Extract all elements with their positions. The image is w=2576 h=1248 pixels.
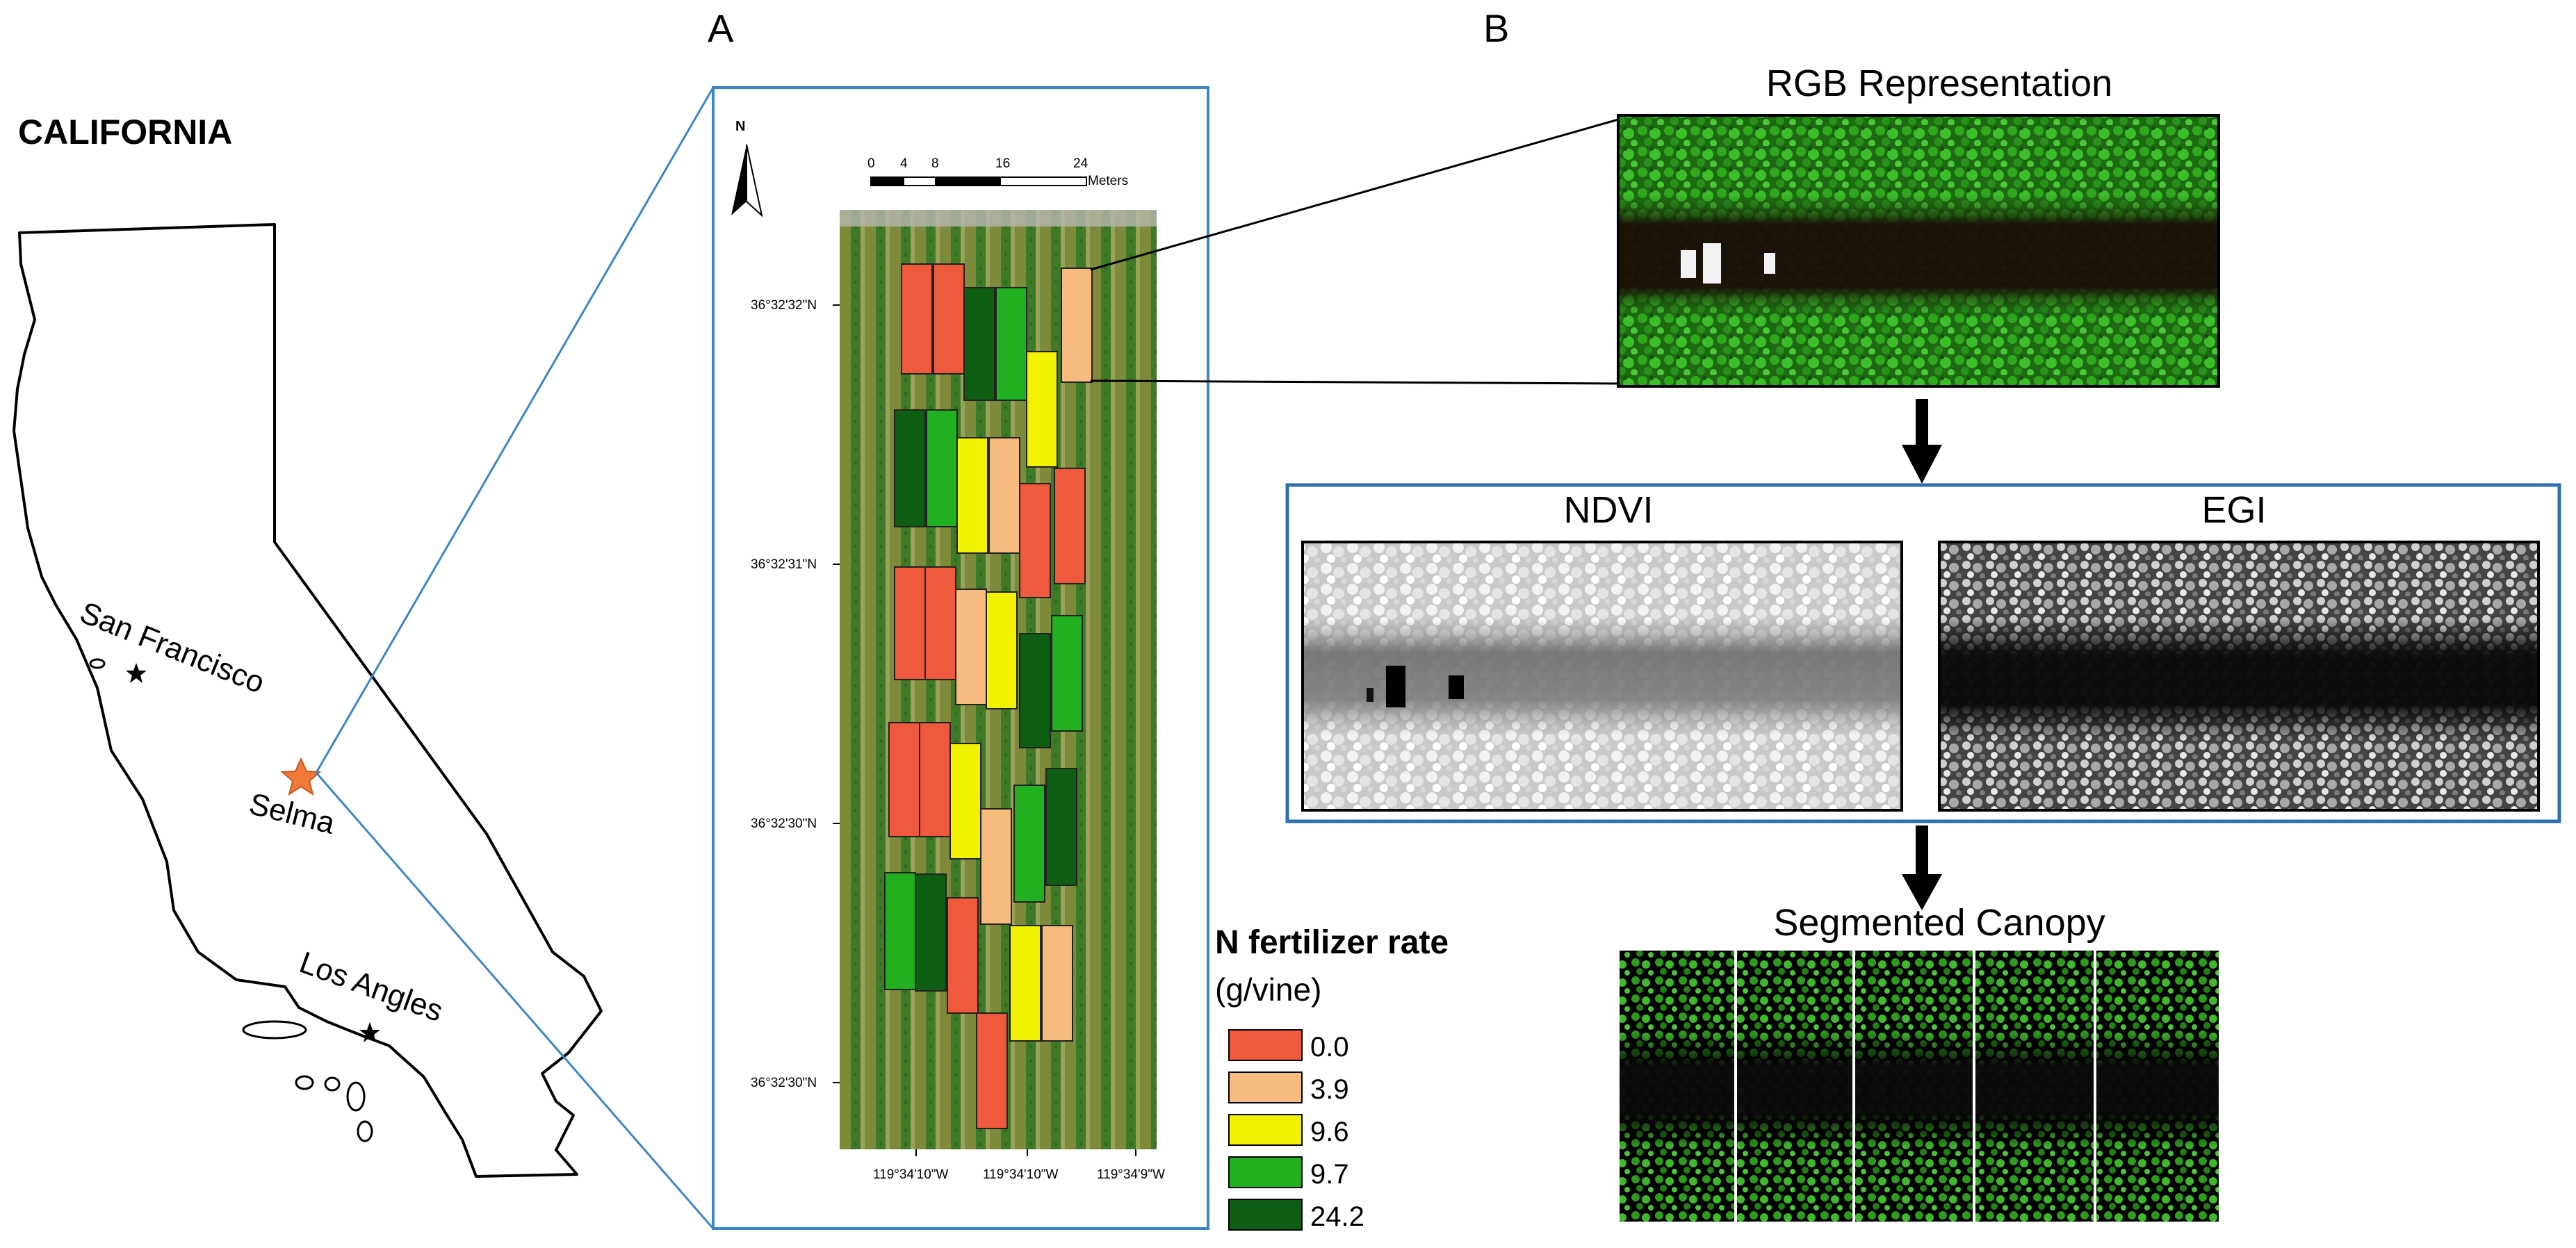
lon-label: 119°34'10"W <box>873 1167 949 1182</box>
plot-3-9 <box>1061 268 1093 383</box>
star-icon <box>359 1022 380 1042</box>
scale-tick: 24 <box>1073 156 1089 171</box>
selma-star-icon <box>280 757 322 796</box>
plot-9-6 <box>1009 925 1041 1042</box>
channel-island <box>295 1075 314 1090</box>
legend-unit: (g/vine) <box>1215 971 1321 1008</box>
segmented-title: Segmented Canopy <box>1773 902 2105 944</box>
north-label: N <box>735 119 745 134</box>
ndvi-image <box>1301 541 1903 812</box>
panel-label-b: B <box>1483 6 1509 50</box>
bay-island <box>89 658 106 669</box>
legend-swatch <box>1228 1199 1303 1231</box>
channel-island <box>324 1076 341 1092</box>
plot-9-7 <box>884 872 916 990</box>
field-edge <box>840 210 1157 227</box>
plot-3-9 <box>955 589 987 705</box>
legend-swatch <box>1228 1072 1303 1103</box>
scale-tick: 4 <box>900 156 908 171</box>
plot-9-6 <box>986 591 1018 709</box>
lat-label: 36°32'30"N <box>751 1076 817 1090</box>
plot-9-7 <box>1013 785 1045 903</box>
scale-tick: 8 <box>931 156 939 171</box>
plot-24-2 <box>894 409 926 527</box>
legend-label: 9.6 <box>1310 1117 1349 1147</box>
plot-0-0 <box>976 1012 1008 1129</box>
lon-label: 119°34'10"W <box>983 1167 1059 1182</box>
panel-label-a: A <box>708 6 734 50</box>
index-panel-frame <box>1285 483 2561 823</box>
plot-3-9 <box>988 437 1020 554</box>
legend-label: 24.2 <box>1310 1201 1364 1232</box>
down-arrow-icon <box>1902 399 1942 484</box>
rgb-title: RGB Representation <box>1766 63 2112 104</box>
plot-24-2 <box>915 873 947 992</box>
lon-label: 119°34'9"W <box>1097 1167 1165 1182</box>
legend-label: 0.0 <box>1310 1032 1349 1062</box>
channel-island <box>346 1081 366 1112</box>
legend-swatch <box>1228 1114 1303 1146</box>
plot-0-0 <box>901 263 933 375</box>
california-outline <box>13 223 603 1178</box>
plot-24-2 <box>1019 633 1051 748</box>
zoom-connector-line <box>315 772 715 1229</box>
rgb-image <box>1617 114 2220 388</box>
plot-24-2 <box>1045 768 1077 886</box>
scale-tick: 16 <box>995 156 1010 171</box>
lat-label: 36°32'31"N <box>751 557 817 572</box>
plot-3-9 <box>1041 925 1073 1042</box>
star-icon <box>126 663 147 683</box>
channel-island <box>242 1020 307 1040</box>
legend-label: 9.7 <box>1310 1159 1349 1190</box>
north-arrow-icon <box>746 144 763 217</box>
legend-swatch <box>1228 1029 1303 1061</box>
plot-0-0 <box>1054 468 1086 584</box>
plot-24-2 <box>963 287 995 401</box>
california-title: CALIFORNIA <box>18 113 232 151</box>
plot-0-0 <box>933 263 965 375</box>
egi-title: EGI <box>2201 489 2266 531</box>
plot-9-6 <box>956 437 988 554</box>
lat-label: 36°32'30"N <box>751 816 817 831</box>
segmented-canopy-image <box>1617 949 2219 1223</box>
scale-bar: 0 4 8 16 24 Meters <box>867 156 1128 188</box>
legend-label: 3.9 <box>1310 1074 1349 1105</box>
plot-0-0 <box>1019 483 1051 598</box>
plot-9-6 <box>949 743 981 860</box>
plot-0-0 <box>894 566 926 680</box>
down-arrow-icon <box>1902 826 1942 910</box>
egi-image <box>1938 541 2540 812</box>
callout-line <box>1090 379 1619 385</box>
plot-9-7 <box>926 409 958 527</box>
zoom-connector-line <box>315 87 715 773</box>
longitude-axis: 119°34'10"W 119°34'10"W 119°34'9"W <box>873 1149 1165 1182</box>
plot-9-6 <box>1026 351 1058 468</box>
ndvi-title: NDVI <box>1563 489 1653 531</box>
plot-0-0 <box>924 566 956 680</box>
plot-0-0 <box>947 897 979 1014</box>
north-arrow-icon <box>731 145 747 215</box>
plot-9-7 <box>995 287 1027 401</box>
latitude-axis: 36°32'32"N 36°32'31"N 36°32'30"N 36°32'3… <box>751 298 840 1090</box>
plot-3-9 <box>980 808 1012 925</box>
treatment-plots <box>884 263 1093 1129</box>
legend-items: 0.0 3.9 9.6 9.7 24.2 <box>1228 1029 1364 1232</box>
plot-9-7 <box>1051 615 1083 732</box>
lat-label: 36°32'32"N <box>751 298 817 313</box>
channel-island <box>357 1120 373 1142</box>
callout-line <box>1090 118 1619 271</box>
scale-tick: 0 <box>867 156 875 171</box>
plot-0-0 <box>888 722 920 837</box>
legend-swatch <box>1228 1156 1303 1188</box>
legend: N fertilizer rate (g/vine) 0.0 3.9 9.6 9.7 2… <box>1215 924 1449 1232</box>
legend-title: N fertilizer rate <box>1215 924 1449 961</box>
plot-0-0 <box>919 722 951 837</box>
scale-unit: Meters <box>1088 174 1128 188</box>
